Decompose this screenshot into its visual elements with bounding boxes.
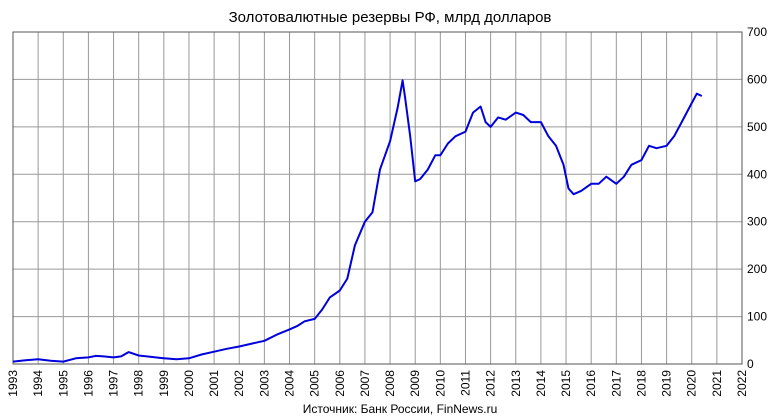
x-tick-label: 2002 <box>232 370 246 397</box>
x-tick-label: 2012 <box>484 370 498 397</box>
y-tick-label: 600 <box>747 72 767 86</box>
plot-frame <box>12 31 743 365</box>
x-tick-label: 2006 <box>333 370 347 397</box>
x-tick-label: 1993 <box>6 370 20 397</box>
series-line <box>12 79 703 363</box>
chart-title: Золотовалютные резервы РФ, млрд долларов <box>229 9 552 26</box>
x-tick-label: 2014 <box>534 370 548 397</box>
x-tick-label: 2021 <box>710 370 724 397</box>
x-tick-label: 2015 <box>559 370 573 397</box>
x-axis-ticks: 1993 1994 1995 1996 1997 1998 1999 2000 2001 2002… <box>6 370 749 397</box>
x-tick-label: 1997 <box>107 370 121 397</box>
grid <box>12 31 743 365</box>
x-tick-label: 2007 <box>358 370 372 397</box>
x-tick-label: 1996 <box>81 370 95 397</box>
y-tick-label: 500 <box>747 120 767 134</box>
x-tick-label: 2000 <box>182 370 196 397</box>
x-tick-label: 2008 <box>383 370 397 397</box>
x-tick-label: 2013 <box>509 370 523 397</box>
x-tick-label: 2016 <box>584 370 598 397</box>
series-layer <box>12 79 703 363</box>
y-axis-ticks: 0 100 200 300 400 500 600 700 <box>747 25 767 371</box>
x-tick-label: 1999 <box>157 370 171 397</box>
x-tick-label: 1994 <box>31 370 45 397</box>
x-tick-label: 2010 <box>433 370 447 397</box>
source-note: Источник: Банк России, FinNews.ru <box>303 402 498 416</box>
x-tick-label: 2003 <box>257 370 271 397</box>
y-tick-label: 100 <box>747 310 767 324</box>
y-tick-label: 0 <box>747 357 754 371</box>
x-tick-label: 2005 <box>308 370 322 397</box>
x-tick-label: 2001 <box>207 370 221 397</box>
x-tick-label: 2017 <box>609 370 623 397</box>
y-tick-label: 700 <box>747 25 767 39</box>
y-tick-label: 400 <box>747 167 767 181</box>
x-tick-label: 1998 <box>132 370 146 397</box>
x-tick-label: 2009 <box>408 370 422 397</box>
x-tick-label: 2020 <box>685 370 699 397</box>
x-tick-label: 2004 <box>283 370 297 397</box>
y-tick-label: 300 <box>747 215 767 229</box>
x-tick-label: 1995 <box>56 370 70 397</box>
y-tick-label: 200 <box>747 262 767 276</box>
x-tick-label: 2011 <box>458 370 472 396</box>
x-tick-label: 2018 <box>634 370 648 397</box>
x-tick-label: 2019 <box>660 370 674 397</box>
x-tick-label: 2022 <box>735 370 749 397</box>
